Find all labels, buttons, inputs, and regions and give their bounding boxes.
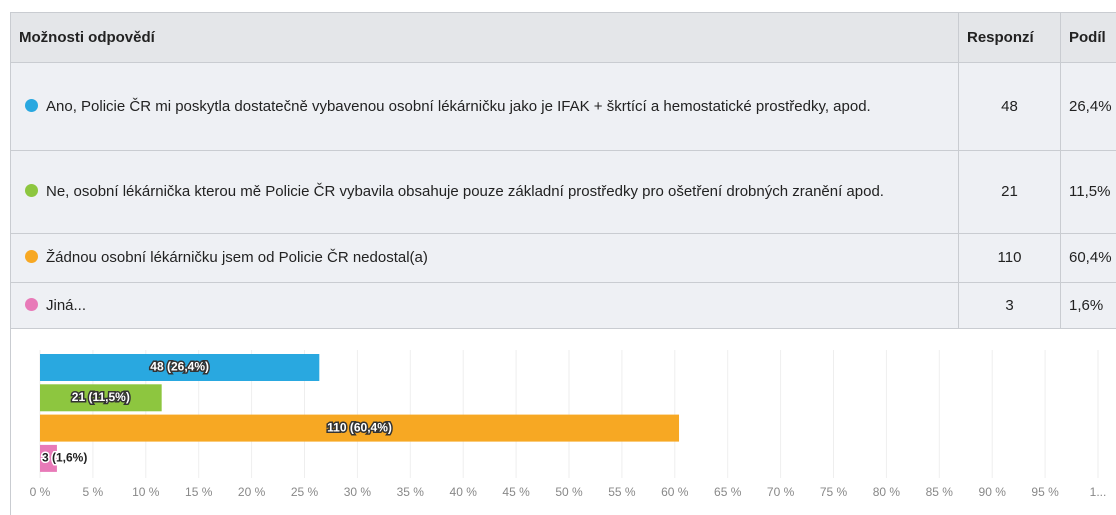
share: 1,6% xyxy=(1060,282,1116,329)
value-label: 48 (26,4%) xyxy=(150,360,209,374)
x-tick-label: 85 % xyxy=(926,485,954,499)
dot xyxy=(25,250,38,263)
dot xyxy=(25,98,38,112)
value-label: 3 (1,6%) xyxy=(42,451,87,465)
row: Ano, Policie ČR mi poskytla dostatečně v… xyxy=(10,62,1116,151)
dot xyxy=(25,297,38,311)
x-tick-label: 50 % xyxy=(555,485,583,499)
x-tick-label: 10 % xyxy=(132,485,160,499)
header-cell: Responzí xyxy=(958,12,1061,63)
x-tick-label: 0 % xyxy=(30,485,51,499)
x-tick-label: 25 % xyxy=(291,485,319,499)
row: Žádnou osobní lékárničku jsem od Policie… xyxy=(10,233,1116,283)
answer-cell: Jiná... xyxy=(10,282,959,329)
x-tick-label: 55 % xyxy=(608,485,636,499)
chart: 0 % 5 % 10 % 15 % 20 % 25 % 30 % 35 % 40 % 45 % 50… xyxy=(10,328,1107,515)
x-tick-label: 20 % xyxy=(238,485,266,499)
share: 60,4% xyxy=(1060,233,1116,283)
header-row: Možnosti odpovědí Responzí Podíl xyxy=(10,12,1116,63)
answer: Ano, Policie ČR mi poskytla dostatečně v… xyxy=(46,97,871,115)
value-label: 110 (60,4%) xyxy=(327,420,392,434)
x-tick-label: 95 % xyxy=(1031,485,1059,499)
bar xyxy=(40,444,57,472)
x-tick-label: 90 % xyxy=(979,485,1007,499)
x-tick-label: 45 % xyxy=(502,485,530,499)
x-tick-label: 30 % xyxy=(344,485,372,499)
value-label: 21 (11,5%) xyxy=(72,390,130,404)
share: 11,5% xyxy=(1060,150,1116,234)
x-tick-label: 35 % xyxy=(397,485,425,499)
count: 21 xyxy=(958,150,1061,234)
x-tick-label: 80 % xyxy=(873,485,901,499)
count: 48 xyxy=(958,62,1061,151)
answer: Žádnou osobní lékárničku jsem od Policie… xyxy=(46,249,428,266)
results-table: Možnosti odpovědí Responzí Podíl Ano, Po… xyxy=(10,12,1116,329)
answer-cell: Žádnou osobní lékárničku jsem od Policie… xyxy=(10,233,959,283)
answer-cell: Ano, Policie ČR mi poskytla dostatečně v… xyxy=(10,62,959,151)
header-cell: Podíl xyxy=(1060,12,1116,63)
count: 3 xyxy=(958,282,1061,329)
x-tick-label: 65 % xyxy=(714,485,742,499)
bar xyxy=(40,384,162,412)
bar xyxy=(40,354,320,381)
x-tick-label: 1... xyxy=(1090,485,1107,499)
row: Ne, osobní lékárnička kterou mě Policie … xyxy=(10,150,1116,234)
count: 110 xyxy=(958,233,1061,283)
dot xyxy=(25,184,38,197)
header-cell: Možnosti odpovědí xyxy=(10,12,959,63)
x-tick-label: 60 % xyxy=(661,485,689,499)
answer: Ne, osobní lékárnička kterou mě Policie … xyxy=(46,183,884,200)
share: 26,4% xyxy=(1060,62,1116,151)
x-tick-label: 75 % xyxy=(820,485,848,499)
answer: Jiná... xyxy=(46,296,87,314)
x-tick-label: 40 % xyxy=(450,485,478,499)
answer-cell: Ne, osobní lékárnička kterou mě Policie … xyxy=(10,150,959,234)
x-tick-label: 70 % xyxy=(767,485,795,499)
bar xyxy=(40,414,680,442)
row: Jiná... 3 1,6% xyxy=(10,282,1116,329)
x-tick-label: 5 % xyxy=(83,485,104,499)
x-tick-label: 15 % xyxy=(185,485,213,499)
